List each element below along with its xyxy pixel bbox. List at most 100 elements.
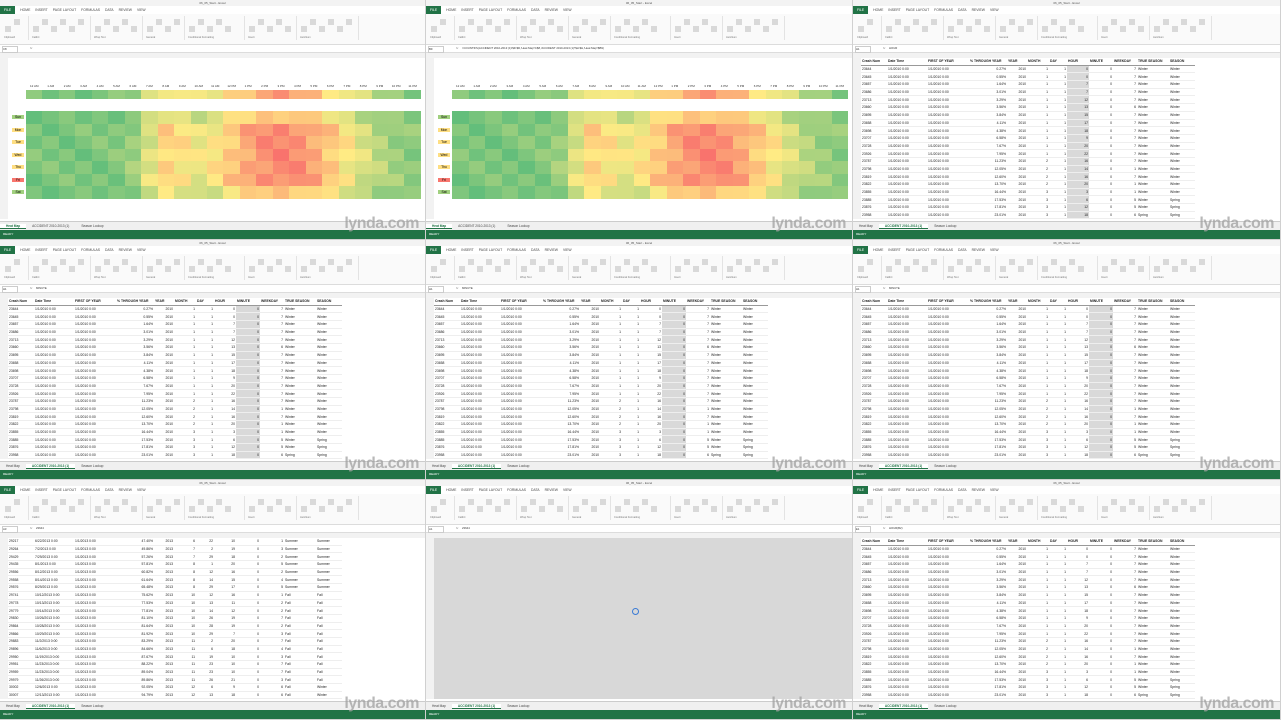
table-cell[interactable]: 1 xyxy=(1049,103,1067,112)
heat-cell[interactable] xyxy=(716,186,733,199)
sheet-tab-heat-map[interactable]: Heat Map xyxy=(859,704,873,708)
table-cell[interactable]: 23644 xyxy=(861,305,887,314)
table-cell[interactable]: 0 xyxy=(662,351,686,360)
ribbon-wrap-text-icon[interactable] xyxy=(95,26,101,32)
table-row[interactable]: 23819 1/1/2010 0:00 1/1/2010 0:00 12.60% 201… xyxy=(861,652,1195,661)
ribbon-autosum-icon[interactable] xyxy=(328,499,334,505)
table-cell[interactable]: 1/1/2010 0:00 xyxy=(927,335,969,345)
table-cell[interactable]: 16 xyxy=(214,397,236,406)
table-row[interactable]: 23660 1/1/2010 0:00 1/1/2010 0:00 3.56% 2010… xyxy=(861,103,1195,112)
heat-cell[interactable] xyxy=(305,148,323,161)
heat-cell[interactable] xyxy=(551,90,568,99)
table-cell[interactable]: Spring xyxy=(742,443,768,452)
table-cell[interactable]: 2 xyxy=(1027,645,1049,654)
heat-cell[interactable] xyxy=(26,123,43,136)
table-cell[interactable]: Winter xyxy=(1137,320,1169,329)
column-header--through-year[interactable]: % THROUGH YEAR xyxy=(542,298,580,306)
table-cell[interactable]: 1 xyxy=(1049,575,1067,585)
table-cell[interactable]: 3 xyxy=(214,428,236,437)
table-cell[interactable]: 2 xyxy=(260,606,284,615)
table-cell[interactable]: 1/1/2010 0:00 xyxy=(887,180,927,189)
table-cell[interactable]: 3 xyxy=(1067,428,1089,437)
tab-file[interactable]: FILE xyxy=(426,246,442,254)
table-cell[interactable]: 23657 xyxy=(861,560,887,569)
column-header-first-of-year[interactable]: FIRST OF YEAR xyxy=(500,298,542,306)
sheet-tab-season-lookup[interactable]: Season Lookup xyxy=(934,464,957,468)
ribbon-insert-icon[interactable] xyxy=(258,259,264,265)
tab-file[interactable]: FILE xyxy=(853,6,869,14)
heat-cell[interactable] xyxy=(157,136,175,149)
heat-cell[interactable] xyxy=(617,90,634,99)
heat-cell[interactable] xyxy=(617,173,634,186)
table-cell[interactable]: 1 xyxy=(1027,312,1049,322)
table-cell[interactable]: 23658 xyxy=(861,359,887,368)
column-header-crash-num[interactable]: Crash Num xyxy=(8,298,34,306)
table-cell[interactable]: 0 xyxy=(662,320,686,329)
tab-view[interactable]: VIEW xyxy=(136,8,146,12)
table-cell[interactable]: 23855 xyxy=(861,428,887,437)
table-cell[interactable]: 2010 xyxy=(1007,675,1027,685)
table-cell[interactable]: Fall xyxy=(316,629,342,638)
table-cell[interactable]: 2 xyxy=(260,599,284,608)
ribbon-insert-icon[interactable] xyxy=(285,26,291,32)
table-cell[interactable]: 12.60% xyxy=(969,652,1007,661)
column-header-true-season[interactable]: TRUE SEASON xyxy=(1137,298,1169,306)
table-cell[interactable]: 2010 xyxy=(580,305,600,314)
heat-cell[interactable] xyxy=(206,186,224,199)
table-cell[interactable]: 1/1/2010 0:00 xyxy=(34,443,74,452)
table-cell[interactable]: 2010 xyxy=(154,305,174,314)
table-cell[interactable]: 1/1/2010 0:00 xyxy=(927,645,969,654)
table-cell[interactable]: 2013 xyxy=(154,629,174,638)
heat-cell[interactable] xyxy=(683,136,700,149)
table-cell[interactable]: 1 xyxy=(1049,428,1067,437)
tab-formulas[interactable]: FORMULAS xyxy=(507,488,527,492)
table-row[interactable]: 23707 1/1/2010 0:00 1/1/2010 0:00 6.58% 2010… xyxy=(434,374,768,383)
ribbon-number-format-icon[interactable] xyxy=(147,506,153,512)
ribbon-font-name-icon[interactable] xyxy=(495,266,501,272)
heat-cell[interactable] xyxy=(534,90,551,99)
table-cell[interactable]: 1/1/2010 0:00 xyxy=(927,451,969,459)
heat-cell[interactable] xyxy=(468,161,485,174)
heat-cell[interactable] xyxy=(190,111,207,124)
ribbon-wrap-text-icon[interactable] xyxy=(975,259,981,265)
tab-file[interactable]: FILE xyxy=(853,246,869,254)
table-cell[interactable]: 1 xyxy=(1049,591,1067,600)
ribbon-wrap-text-icon[interactable] xyxy=(104,499,110,505)
table-cell[interactable]: 2010 xyxy=(1007,443,1027,452)
table-cell[interactable]: Winter xyxy=(710,397,742,406)
heat-cell[interactable] xyxy=(452,136,469,149)
table-cell[interactable]: 17 xyxy=(1067,119,1089,128)
heat-cell[interactable] xyxy=(141,161,158,174)
table-cell[interactable]: 1/1/2010 0:00 xyxy=(927,111,969,120)
heat-cell[interactable] xyxy=(650,161,667,174)
table-cell[interactable]: 0 xyxy=(1089,351,1113,360)
ribbon-autosum-icon[interactable] xyxy=(337,266,343,272)
table-cell[interactable]: Winter xyxy=(284,443,316,452)
table-cell[interactable]: 1 xyxy=(174,320,196,329)
heat-cell[interactable] xyxy=(272,123,290,136)
table-cell[interactable]: 1 xyxy=(1049,691,1067,699)
heat-cell[interactable] xyxy=(322,173,339,186)
table-cell[interactable]: 2010 xyxy=(1007,72,1027,82)
heat-cell[interactable] xyxy=(815,161,832,174)
ribbon-clipboard-icon[interactable] xyxy=(14,19,20,25)
table-cell[interactable]: 1/1/2010 0:00 xyxy=(887,195,927,205)
ribbon-autosum-icon[interactable] xyxy=(736,19,742,25)
table-cell[interactable]: 2010 xyxy=(1007,629,1027,638)
table-cell[interactable]: 0 xyxy=(236,691,260,699)
heat-cell[interactable] xyxy=(683,173,700,186)
table-cell[interactable]: Winter xyxy=(1137,335,1169,345)
table-cell[interactable]: 1 xyxy=(174,389,196,398)
fx-icon[interactable]: fx xyxy=(456,286,459,290)
ribbon-insert-icon[interactable] xyxy=(1120,26,1126,32)
table-cell[interactable]: 1/1/2010 0:00 xyxy=(887,188,927,197)
table-cell[interactable]: 1 xyxy=(1049,374,1067,383)
table-cell[interactable]: 47.40% xyxy=(116,538,154,546)
table-cell[interactable]: 11 xyxy=(174,645,196,654)
table-cell[interactable]: 0 xyxy=(1089,157,1113,166)
table-cell[interactable]: 7 xyxy=(1113,622,1137,631)
sheet-tab-accident-2010-2013-1-[interactable]: ACCIDENT 2010-2013 (1) xyxy=(451,463,502,469)
table-cell[interactable]: 23707 xyxy=(434,374,460,383)
table-cell[interactable]: Winter xyxy=(1137,591,1169,600)
table-cell[interactable]: Spring xyxy=(1169,675,1195,685)
